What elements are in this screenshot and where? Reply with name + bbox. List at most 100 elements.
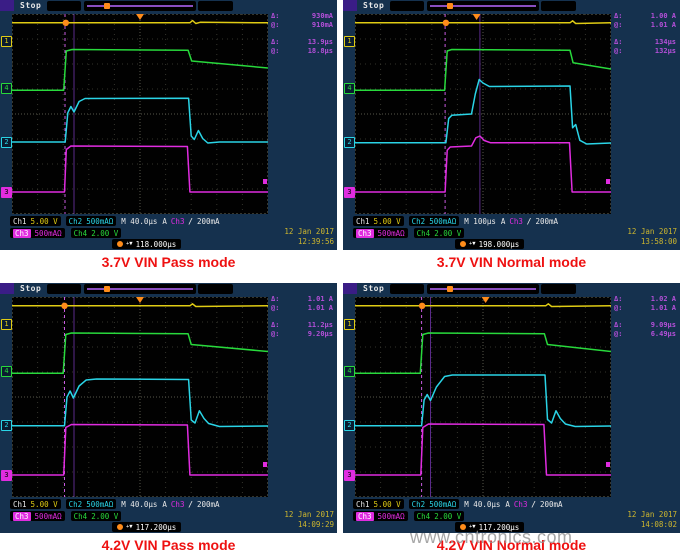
ch2-scale-chip: Ch2 500mAΩ bbox=[65, 499, 117, 509]
ch4-label: Ch4 bbox=[416, 511, 431, 521]
at-time-value: 6.49μs bbox=[650, 330, 676, 338]
trigger-source: Ch3 bbox=[513, 499, 528, 509]
delay-time-readout: +▼ 117.200μs bbox=[112, 522, 182, 532]
at-label: @: bbox=[271, 330, 280, 338]
measurement-row: Δ: 9.09μs bbox=[614, 321, 676, 330]
menu-box-left bbox=[390, 284, 424, 294]
ch3-scale-value: 500mAΩ bbox=[34, 511, 62, 521]
channel-readout-row-2: Ch3 500mAΩ Ch4 2.00 V bbox=[353, 511, 465, 521]
trigger-source: Ch3 bbox=[170, 216, 185, 226]
ch4-label: Ch4 bbox=[416, 228, 431, 238]
measurement-row: Δ: 1.02 A bbox=[614, 295, 676, 304]
measurement-row: @: 132μs bbox=[614, 47, 676, 56]
waveform-display bbox=[12, 14, 268, 214]
panel-corner-decoration bbox=[0, 0, 14, 11]
delay-arrow-icon: +▼ bbox=[469, 524, 476, 530]
measurement-row: Δ: 1.01 A bbox=[271, 295, 333, 304]
channel-1-marker: 1 bbox=[344, 36, 355, 47]
at-time-value: 132μs bbox=[654, 47, 676, 55]
at-current-value: 1.01 A bbox=[650, 21, 676, 29]
channel-1-marker: 1 bbox=[1, 319, 12, 330]
ch4-scale-chip: Ch4 2.00 V bbox=[70, 511, 122, 521]
trigger-a-label: A bbox=[162, 499, 167, 509]
graticule bbox=[12, 14, 268, 214]
ch3-scale-value: 500mAΩ bbox=[377, 511, 405, 521]
window-marker-icon bbox=[447, 286, 453, 292]
zoom-window-bar bbox=[84, 1, 196, 11]
measurement-readouts: Δ: 1.00 A @: 1.01 A Δ: 134μs @: 132μs bbox=[614, 12, 676, 56]
ch2-scale-chip: Ch2 500mAΩ bbox=[408, 216, 460, 226]
measurement-row: @: 9.20μs bbox=[271, 330, 333, 339]
waveform-display bbox=[355, 297, 611, 497]
at-label: @: bbox=[614, 47, 623, 55]
measurement-row: @: 1.01 A bbox=[614, 21, 676, 30]
ch1-scale-value: 5.00 V bbox=[30, 216, 58, 226]
ch1-label: Ch1 bbox=[13, 499, 27, 509]
measurement-row: Δ: 11.2μs bbox=[271, 321, 333, 330]
channel-readout-row-1: Ch1 5.00 V Ch2 500mAΩ M 40.0μs A Ch3 / 2… bbox=[10, 216, 220, 226]
at-label: @: bbox=[271, 21, 280, 29]
at-current-value: 1.01 A bbox=[307, 304, 333, 312]
ch3-label: Ch3 bbox=[13, 511, 31, 521]
zoom-window-bar bbox=[427, 284, 539, 294]
ch1-label: Ch1 bbox=[356, 216, 370, 226]
ch1-scale-chip: Ch1 5.00 V bbox=[353, 499, 404, 509]
measurement-row: @: 910mA bbox=[271, 21, 333, 30]
datetime-readout: 12 Jan 2017 13:58:00 bbox=[627, 227, 677, 246]
ch2-scale-chip: Ch2 500mAΩ bbox=[65, 216, 117, 226]
delta-time-value: 11.2μs bbox=[307, 321, 333, 329]
window-position-line bbox=[430, 288, 536, 290]
ch2-label: Ch2 bbox=[411, 216, 426, 226]
delay-clock-icon bbox=[117, 524, 123, 530]
channel-3-marker: 3 bbox=[1, 186, 12, 198]
ch2-label: Ch2 bbox=[411, 499, 426, 509]
ch3-scale-chip: Ch3 500mAΩ bbox=[353, 228, 408, 238]
timebase-readout: M 40.0μs bbox=[464, 500, 500, 509]
measurement-readouts: Δ: 1.02 A @: 1.01 A Δ: 9.09μs @: 6.49μs bbox=[614, 295, 676, 339]
channel-3-marker: 3 bbox=[1, 469, 12, 481]
delay-value: 117.200μs bbox=[478, 522, 520, 532]
graticule bbox=[355, 297, 611, 497]
measurement-row: @: 1.01 A bbox=[271, 304, 333, 313]
rising-edge-icon: / bbox=[526, 216, 532, 226]
trigger-readout: A Ch3 / 200mA bbox=[162, 500, 219, 509]
window-marker-icon bbox=[447, 3, 453, 9]
ch4-label: Ch4 bbox=[73, 228, 88, 238]
channel-readout-row-1: Ch1 5.00 V Ch2 500mAΩ M 40.0μs A Ch3 / 2… bbox=[10, 499, 220, 509]
menu-box-right bbox=[541, 284, 576, 294]
oscilloscope-panel: Stop Δ: 1.02 A @: 1.01 A Δ: 9.09μs @: bbox=[343, 283, 680, 553]
measurement-row: Δ: 13.9μs bbox=[271, 38, 333, 47]
ch3-label: Ch3 bbox=[356, 511, 374, 521]
panel-caption: 3.7V VIN Normal mode bbox=[436, 254, 587, 270]
ch3-scale-chip: Ch3 500mAΩ bbox=[10, 511, 65, 521]
ch4-scale-chip: Ch4 2.00 V bbox=[70, 228, 122, 238]
oscilloscope-panel: Stop Δ: 930mA @: 910mA Δ: 13.9μs @: bbox=[0, 0, 337, 270]
measurement-row: Δ: 1.00 A bbox=[614, 12, 676, 21]
window-position-line bbox=[87, 5, 193, 7]
trigger-level: 200mA bbox=[196, 499, 220, 509]
ch4-scale-value: 2.00 V bbox=[434, 228, 462, 238]
measurement-row: @: 18.8μs bbox=[271, 47, 333, 56]
delta-label: Δ: bbox=[271, 12, 280, 20]
at-label: @: bbox=[614, 304, 623, 312]
acquisition-status: Stop bbox=[20, 284, 42, 293]
channel-readout-row-1: Ch1 5.00 V Ch2 500mAΩ M 100μs A Ch3 / 20… bbox=[353, 216, 558, 226]
channel-readout-row-2: Ch3 500mAΩ Ch4 2.00 V bbox=[10, 228, 122, 238]
channel-2-marker: 2 bbox=[1, 419, 12, 431]
channel-1-marker: 1 bbox=[1, 36, 12, 47]
panel-caption: 4.2V VIN Normal mode bbox=[436, 537, 587, 553]
channel-2-marker: 2 bbox=[344, 136, 355, 148]
channel-3-marker: 3 bbox=[344, 186, 355, 198]
datetime-readout: 12 Jan 2017 14:09:29 bbox=[284, 510, 334, 529]
delta-label: Δ: bbox=[614, 12, 623, 20]
time-value: 13:58:00 bbox=[640, 236, 677, 246]
watermark: www.cntronics.com bbox=[410, 527, 573, 547]
rising-edge-icon: / bbox=[188, 499, 193, 509]
delta-label: Δ: bbox=[271, 321, 280, 329]
delay-time-readout: +▼ 118.000μs bbox=[112, 239, 182, 249]
trigger-level: 200mA bbox=[196, 216, 220, 226]
trigger-source: Ch3 bbox=[170, 499, 185, 509]
ch1-scale-chip: Ch1 5.00 V bbox=[10, 216, 61, 226]
timebase-value: M 40.0μs bbox=[121, 499, 158, 509]
delta-current-value: 1.00 A bbox=[650, 12, 676, 20]
